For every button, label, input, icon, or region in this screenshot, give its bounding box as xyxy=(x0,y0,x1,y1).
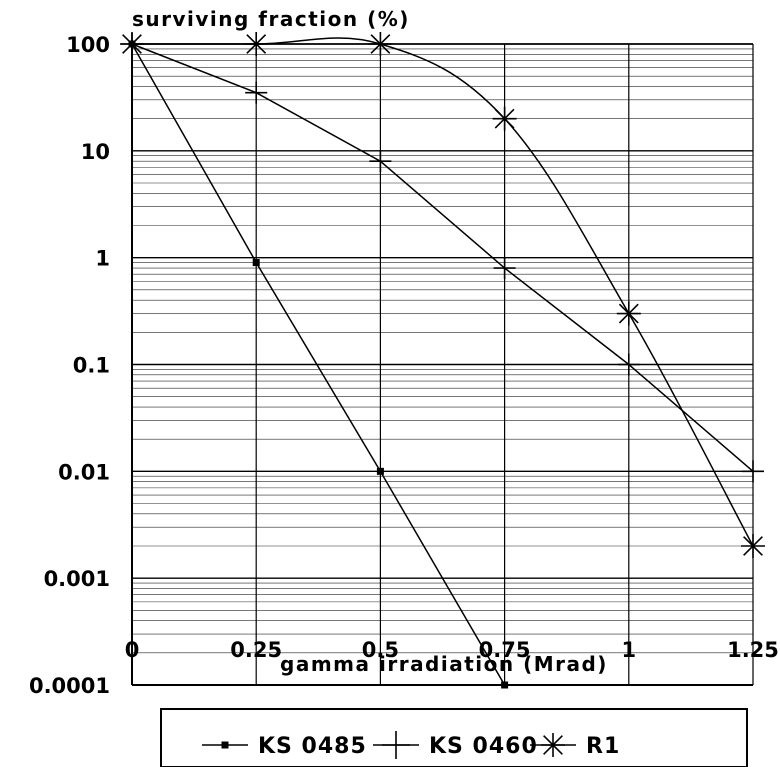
data-point-ks-0460 xyxy=(245,81,268,104)
legend-item-ks-0485: KS 0485 xyxy=(202,734,367,759)
data-point-r1-d2 xyxy=(370,34,391,54)
y-tick-label: 1 xyxy=(95,247,110,271)
x-tick-label: 0 xyxy=(125,638,140,662)
legend-label-ks-0460: KS 0460 xyxy=(429,734,538,759)
data-point-ks-0460 xyxy=(617,353,640,376)
minor-grid xyxy=(132,48,753,654)
data-point-r1-d2 xyxy=(246,34,267,54)
legend-items: KS 0485 KS 0460 R1 xyxy=(202,731,620,759)
x-tick-label: 0.75 xyxy=(479,638,531,662)
y-tick-label: 10 xyxy=(81,140,110,164)
data-point-ks-0460 xyxy=(742,460,764,483)
legend: KS 0485 KS 0460 R1 xyxy=(160,708,748,767)
data-point-r1-d2 xyxy=(122,34,142,54)
y-tick-label: 0.01 xyxy=(58,460,110,484)
data-point-ks-0460 xyxy=(369,150,392,173)
major-grid xyxy=(131,43,754,686)
legend-box xyxy=(160,708,748,767)
y-tick-label: 100 xyxy=(66,33,110,57)
y-tick-labels: 0.0001 0.001 0.01 0.1 1 10 100 xyxy=(29,33,110,698)
x-tick-label: 1 xyxy=(621,638,636,662)
series-line-r1 xyxy=(131,37,754,547)
series-layer xyxy=(120,32,765,689)
legend-label-ks-0485: KS 0485 xyxy=(258,734,367,759)
data-point-r1 xyxy=(120,32,144,56)
x-tick-label: 0.5 xyxy=(362,638,399,662)
legend-marker-r1-d2 xyxy=(543,735,563,755)
legend-marker-r1 xyxy=(541,733,565,757)
data-point-r1 xyxy=(492,106,517,131)
y-tick-label: 0.001 xyxy=(44,567,110,591)
legend-label-r1: R1 xyxy=(586,734,620,759)
series-r1 xyxy=(120,32,765,559)
y-tick-label: 0.0001 xyxy=(29,674,110,698)
data-point-r1 xyxy=(741,534,765,559)
data-point-ks-0485 xyxy=(252,259,260,267)
series-line-ks-0485 xyxy=(131,43,506,686)
legend-item-ks-0460: KS 0460 xyxy=(373,731,538,759)
series-line-ks-0460 xyxy=(131,43,754,472)
x-axis-title: gamma irradiation (Mrad) xyxy=(280,652,608,676)
data-point-r1 xyxy=(244,32,269,56)
x-tick-label: 1.25 xyxy=(727,638,779,662)
y-axis-title: surviving fraction (%) xyxy=(132,7,410,31)
data-point-ks-0485 xyxy=(501,681,509,689)
data-point-r1-d2 xyxy=(618,303,639,324)
data-point-ks-0485 xyxy=(376,467,384,475)
x-tick-label: 0.25 xyxy=(230,638,282,662)
data-point-r1-d2 xyxy=(743,536,763,556)
data-point-r1-d2 xyxy=(494,108,515,129)
legend-marker-ks-0485 xyxy=(221,741,229,749)
x-tick-labels: 0 0.25 0.5 0.75 1 1.25 xyxy=(125,638,779,662)
data-point-ks-0460 xyxy=(493,257,516,280)
legend-marker-ks-0460 xyxy=(382,731,410,759)
data-point-r1 xyxy=(368,32,393,56)
y-tick-label: 0.1 xyxy=(73,354,110,378)
data-point-r1 xyxy=(616,301,641,326)
legend-item-r1: R1 xyxy=(530,733,620,759)
